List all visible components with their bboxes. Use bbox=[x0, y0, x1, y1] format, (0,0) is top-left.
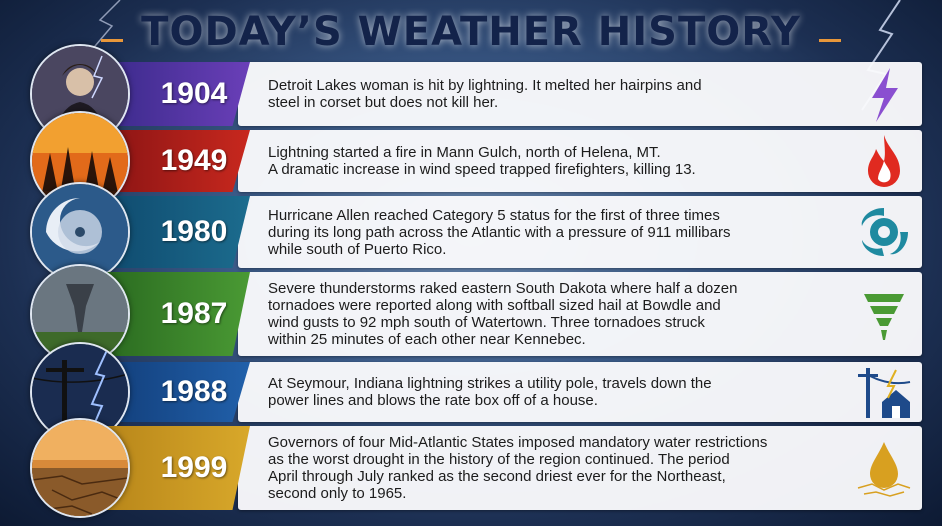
header: TODAY’S WEATHER HISTORY bbox=[0, 6, 942, 58]
event-icon bbox=[854, 202, 914, 262]
text-line: Severe thunderstorms raked eastern South… bbox=[268, 280, 738, 297]
text-line: as the worst drought in the history of t… bbox=[268, 451, 730, 468]
event-year: 1988 bbox=[160, 375, 228, 408]
text-line: At Seymour, Indiana lightning strikes a … bbox=[268, 375, 712, 392]
event-card bbox=[238, 196, 922, 268]
text-line: power lines and blows the rate box off o… bbox=[268, 392, 598, 409]
photo-illustration bbox=[32, 420, 128, 516]
icon-graphic bbox=[868, 135, 900, 187]
text-line: Lightning started a fire in Mann Gulch, … bbox=[268, 144, 661, 161]
title: TODAY’S WEATHER HISTORY bbox=[141, 9, 801, 55]
text-line: A dramatic increase in wind speed trappe… bbox=[268, 161, 696, 178]
text-line: Governors of four Mid-Atlantic States im… bbox=[268, 434, 768, 451]
event-year: 1980 bbox=[160, 215, 228, 248]
event-icon bbox=[854, 64, 914, 124]
event-icon bbox=[854, 131, 914, 191]
icon-graphic bbox=[861, 208, 908, 256]
text-line: tornadoes were reported along with softb… bbox=[268, 297, 721, 314]
text-line: second only to 1965. bbox=[268, 485, 407, 502]
event-text: At Seymour, Indiana lightning strikes a … bbox=[268, 362, 832, 422]
text-line: April through July ranked as the second … bbox=[268, 468, 726, 485]
text-line: within 25 minutes of each other near Ken… bbox=[268, 331, 586, 348]
event-card bbox=[238, 272, 922, 356]
event-icon bbox=[854, 284, 914, 344]
icon-graphic bbox=[857, 442, 911, 497]
icon-graphic bbox=[858, 368, 911, 418]
event-text: Severe thunderstorms raked eastern South… bbox=[268, 272, 832, 356]
event-year: 1999 bbox=[160, 451, 228, 484]
event-row: 1949 Lightning started a fire in Mann Gul… bbox=[0, 111, 942, 211]
event-text: Governors of four Mid-Atlantic States im… bbox=[268, 426, 832, 510]
text-line: Detroit Lakes woman is hit by lightning.… bbox=[268, 77, 702, 94]
text-line: while south of Puerto Rico. bbox=[268, 240, 447, 258]
event-row: 1988 At Seymour, Indiana lightning strike… bbox=[0, 342, 942, 442]
event-year: 1987 bbox=[160, 297, 228, 330]
event-photo bbox=[30, 418, 130, 518]
text-line: Hurricane Allen reached Category 5 statu… bbox=[268, 206, 720, 224]
event-row: 1904 Detroit Lakes woman is hit by lightn… bbox=[0, 44, 942, 144]
event-card bbox=[238, 426, 922, 510]
event-card bbox=[238, 362, 922, 422]
icon-graphic bbox=[864, 294, 904, 340]
decor-dash bbox=[818, 39, 841, 43]
event-text: Hurricane Allen reached Category 5 statu… bbox=[268, 196, 832, 268]
event-card bbox=[238, 130, 922, 192]
text-line: during its long path across the Atlantic… bbox=[268, 223, 731, 241]
text-line: wind gusts to 92 mph south of Watertown.… bbox=[268, 314, 705, 331]
event-text: Lightning started a fire in Mann Gulch, … bbox=[268, 130, 832, 192]
event-year: 1904 bbox=[160, 77, 228, 110]
icon-graphic bbox=[872, 68, 898, 122]
event-row: 1987 Severe thunderstorms raked eastern S… bbox=[0, 264, 942, 364]
event-year: 1949 bbox=[160, 144, 228, 177]
event-text: Detroit Lakes woman is hit by lightning.… bbox=[268, 62, 832, 126]
event-row: 1980 Hurricane Allen reached Category 5 s… bbox=[0, 182, 942, 282]
event-row: 1999 Governors of four Mid-Atlantic State… bbox=[0, 418, 942, 518]
event-icon bbox=[854, 362, 914, 422]
decor-dash bbox=[101, 39, 124, 43]
text-line: steel in corset but does not kill her. bbox=[268, 94, 499, 111]
event-card bbox=[238, 62, 922, 126]
event-icon bbox=[854, 438, 914, 498]
